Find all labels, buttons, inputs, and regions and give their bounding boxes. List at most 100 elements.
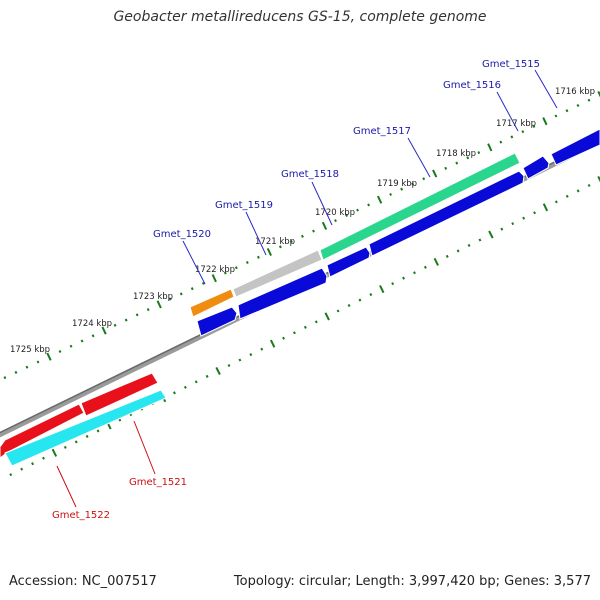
gene-blue-6[interactable] [550,128,600,166]
outer-track-minor-tick [301,234,304,238]
inner-track-major-tick [51,448,58,457]
gene-blue-2[interactable] [237,267,328,320]
outer-track-minor-tick [69,344,73,348]
inner-track-minor-tick [413,271,416,275]
outer-track-major-tick [487,143,493,152]
outer-track-major-tick [211,274,217,283]
label-gmet-1518[interactable]: Gmet_1518 [281,169,339,180]
inner-track-major-tick [542,203,549,212]
label-gmet-1515[interactable]: Gmet_1515 [482,59,540,70]
gene-labels: Gmet_1515 Gmet_1516 Gmet_1517 Gmet_1518 … [52,59,540,521]
inner-track-minor-tick [336,309,340,313]
label-gmet-1516[interactable]: Gmet_1516 [443,80,501,91]
label-gmet-1521[interactable]: Gmet_1521 [129,477,187,488]
inner-track-minor-tick [467,243,471,247]
inner-track-minor-tick [96,429,100,433]
inner-track-minor-tick [402,276,405,280]
outer-track-minor-tick [146,308,150,312]
tick-label-1721: 1721 kbp [255,237,295,247]
outer-track-minor-tick [223,271,227,275]
tick-label-1716: 1716 kbp [555,87,595,97]
label-gmet-1522[interactable]: Gmet_1522 [52,510,110,521]
outer-track-minor-tick [201,281,205,285]
tick-label-1722: 1722 kbp [195,265,235,275]
outer-track-minor-tick [25,365,29,369]
inner-track-minor-tick [74,440,78,444]
inner-track-minor-tick [423,265,427,269]
inner-track-minor-tick [369,293,373,297]
gene-blue-1[interactable] [196,306,238,337]
outer-track-major-tick [156,300,162,309]
gene-green[interactable] [319,152,521,261]
leader-lines [56,69,558,508]
gene-cyan[interactable] [4,389,167,467]
outer-track-minor-tick [113,323,117,327]
inner-track-minor-tick [358,298,362,302]
leader-gmet-1515 [534,69,558,109]
outer-track-major-tick [376,195,383,204]
inner-track-minor-tick [183,385,187,389]
outer-track-minor-tick [3,376,7,380]
outer-track-major-tick [597,90,600,98]
gene-blue-5[interactable] [522,155,550,180]
outer-track-major-tick [321,221,328,230]
inner-track-minor-tick [314,320,318,324]
inner-track-minor-tick [478,238,482,242]
outer-track-minor-tick [587,98,591,102]
inner-track-minor-tick [554,200,558,204]
inner-track-major-tick [433,257,439,266]
outer-track-minor-tick [58,349,62,354]
inner-track-minor-tick [587,183,591,187]
outer-track-major-tick [432,169,438,178]
inner-track-minor-tick [576,189,580,193]
gene-gray[interactable] [232,249,323,298]
inner-track-minor-tick [391,282,395,286]
tick-label-1720: 1720 kbp [315,208,355,218]
outer-track-minor-tick [455,161,459,165]
outer-track-minor-tick [14,370,18,374]
outer-track-minor-tick [168,297,172,301]
leader-gmet-1518 [311,181,333,226]
outer-track-minor-tick [576,103,580,108]
label-gmet-1519[interactable]: Gmet_1519 [215,200,273,211]
tick-label-1724: 1724 kbp [72,319,112,329]
label-gmet-1517[interactable]: Gmet_1517 [353,126,411,137]
outer-track-minor-tick [565,109,569,113]
inner-track-minor-tick [42,456,45,460]
inner-track-major-tick [215,366,221,375]
inner-track-minor-tick [31,462,34,466]
leader-gmet-1521 [133,420,156,475]
inner-track-minor-tick [565,194,569,198]
outer-track-minor-tick [91,334,95,338]
inner-track-major-tick [379,285,385,294]
outer-track-minor-tick [312,229,315,233]
outer-track-minor-tick [334,219,337,223]
inner-track-minor-tick [227,363,231,368]
inner-track-major-tick [324,312,330,321]
outer-track-minor-tick [36,360,40,364]
gene-red-2[interactable] [80,372,159,417]
gene-blue-4[interactable] [368,170,525,257]
inner-track-minor-tick [303,325,307,329]
outer-track-minor-tick [477,151,481,155]
inner-track-minor-tick [194,380,198,384]
tick-label-1723: 1723 kbp [133,292,173,302]
inner-track-minor-tick [205,374,209,378]
inner-track-minor-tick [500,227,504,231]
inner-track-minor-tick [522,216,526,220]
outer-track-minor-tick [422,177,426,181]
gene-orange[interactable] [189,288,235,318]
inner-track-minor-tick [293,331,296,335]
leader-gmet-1516 [496,91,519,132]
gene-blue-3[interactable] [326,246,371,278]
inner-track-minor-tick [445,254,449,258]
outer-track-minor-tick [124,318,128,322]
label-gmet-1520[interactable]: Gmet_1520 [153,229,211,240]
tick-label-1718: 1718 kbp [436,149,476,159]
outer-track-minor-tick [245,260,249,265]
gene-red-1[interactable] [0,403,85,459]
genome-summary-text: Topology: circular; Length: 3,997,420 bp… [233,574,591,589]
inner-track-minor-tick [249,353,253,357]
inner-track-major-tick [270,339,276,348]
